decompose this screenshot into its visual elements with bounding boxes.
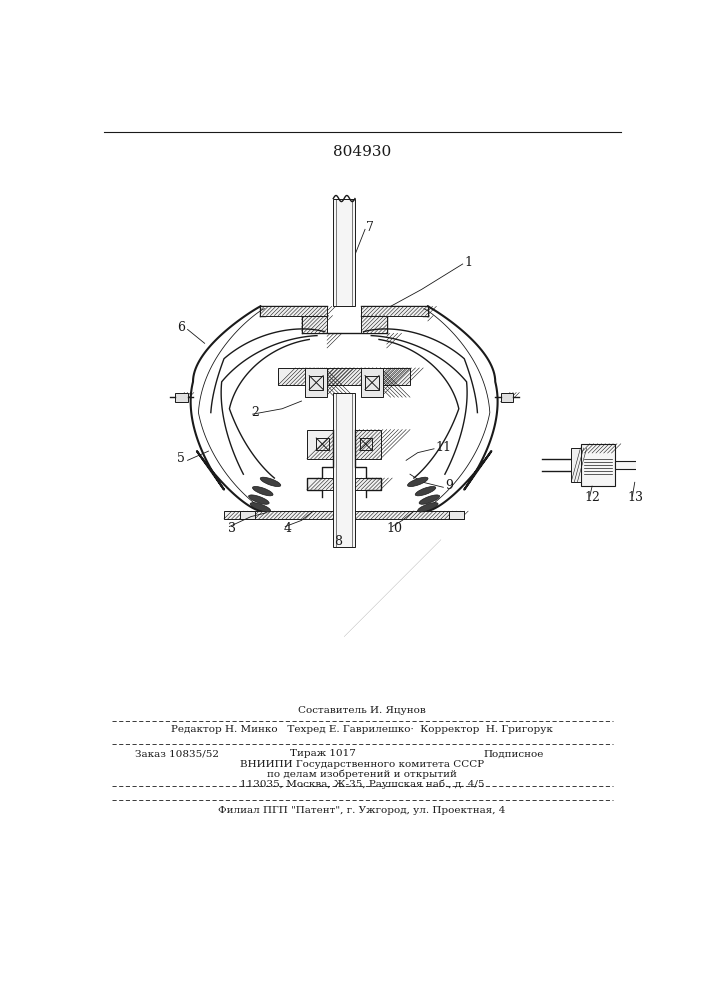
Bar bbox=[175, 393, 187, 402]
Bar bbox=[260, 306, 327, 316]
Bar bbox=[365, 376, 379, 389]
Text: 2: 2 bbox=[251, 406, 259, 419]
Text: 10: 10 bbox=[387, 522, 403, 535]
Bar bbox=[360, 438, 372, 450]
Text: Подписное: Подписное bbox=[484, 749, 544, 758]
Text: 13: 13 bbox=[627, 491, 643, 504]
Ellipse shape bbox=[415, 486, 436, 496]
Text: 9: 9 bbox=[445, 479, 452, 492]
Text: по делам изобретений и открытий: по делам изобретений и открытий bbox=[267, 770, 457, 779]
Bar bbox=[580, 444, 615, 486]
Bar bbox=[361, 306, 428, 316]
Ellipse shape bbox=[252, 486, 273, 496]
Ellipse shape bbox=[407, 477, 428, 487]
Bar bbox=[305, 368, 327, 397]
Text: Составитель И. Яцунов: Составитель И. Яцунов bbox=[298, 706, 426, 715]
Bar bbox=[307, 478, 381, 490]
Bar bbox=[449, 511, 464, 519]
Bar bbox=[224, 511, 464, 519]
Text: 8: 8 bbox=[334, 535, 342, 548]
Bar bbox=[333, 393, 355, 547]
Ellipse shape bbox=[418, 503, 438, 512]
Ellipse shape bbox=[419, 495, 440, 504]
Text: 113035, Москва, Ж-35, Раушская наб., д. 4/5: 113035, Москва, Ж-35, Раушская наб., д. … bbox=[240, 780, 484, 789]
Bar bbox=[501, 393, 513, 402]
Ellipse shape bbox=[260, 477, 281, 487]
Bar bbox=[361, 316, 387, 333]
Ellipse shape bbox=[249, 495, 269, 504]
Text: ВНИИПИ Государственного комитета СССР: ВНИИПИ Государственного комитета СССР bbox=[240, 760, 484, 769]
Text: 6: 6 bbox=[177, 321, 185, 334]
Text: 5: 5 bbox=[177, 452, 185, 465]
Text: 11: 11 bbox=[436, 441, 452, 454]
Text: 3: 3 bbox=[228, 522, 236, 535]
Bar bbox=[240, 511, 255, 519]
Text: 4: 4 bbox=[284, 522, 292, 535]
Bar bbox=[301, 316, 327, 333]
Text: Тираж 1017: Тираж 1017 bbox=[290, 749, 356, 758]
Text: 12: 12 bbox=[585, 491, 600, 504]
Text: Редактор Н. Минко   Техред Е. Гаврилешко·  Корректор  Н. Григорук: Редактор Н. Минко Техред Е. Гаврилешко· … bbox=[171, 725, 553, 734]
Bar bbox=[309, 376, 323, 389]
Text: Заказ 10835/52: Заказ 10835/52 bbox=[135, 749, 219, 758]
Bar bbox=[361, 368, 383, 397]
Bar bbox=[333, 199, 355, 306]
Text: 1: 1 bbox=[464, 256, 472, 269]
Bar bbox=[307, 430, 381, 459]
Bar bbox=[279, 368, 410, 385]
Bar bbox=[316, 438, 329, 450]
Text: 7: 7 bbox=[366, 221, 374, 234]
Bar bbox=[571, 448, 580, 482]
Bar bbox=[615, 461, 646, 469]
Text: 804930: 804930 bbox=[333, 145, 391, 159]
Text: Филиал ПГП "Патент", г. Ужгород, ул. Проектная, 4: Филиал ПГП "Патент", г. Ужгород, ул. Про… bbox=[218, 806, 506, 815]
Ellipse shape bbox=[250, 503, 271, 512]
